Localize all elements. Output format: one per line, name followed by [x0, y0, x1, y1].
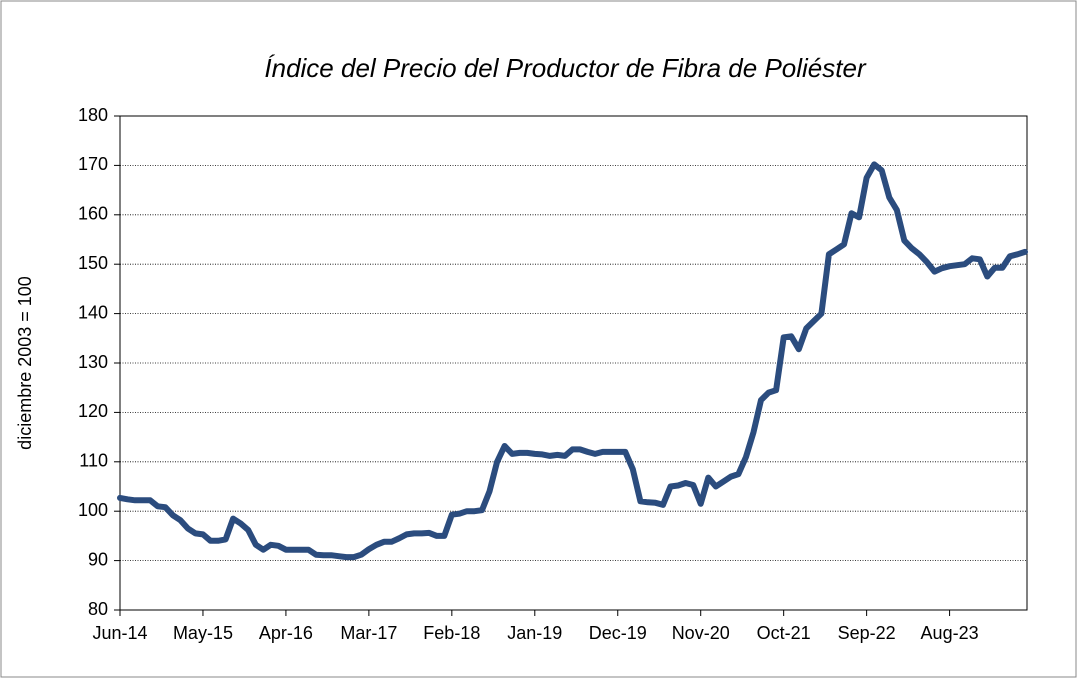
plot-frame [119, 115, 1028, 611]
x-tick-label: Jun-14 [92, 623, 147, 643]
y-tick-label: 110 [79, 451, 108, 471]
y-tick-label: 170 [78, 154, 108, 174]
x-tick-label: Nov-20 [672, 623, 730, 643]
x-tick-label: Dec-19 [589, 623, 647, 643]
y-tick-label: 180 [78, 105, 108, 125]
y-tick-label: 130 [78, 352, 108, 372]
y-tick-label: 150 [78, 253, 108, 273]
x-tick-label: Sep-22 [838, 623, 896, 643]
y-tick-label: 120 [78, 401, 108, 421]
x-tick-label: Apr-16 [259, 623, 313, 643]
x-tick-label: Jan-19 [507, 623, 562, 643]
y-tick-label: 160 [78, 204, 108, 224]
x-tick-label: May-15 [173, 623, 233, 643]
chart-title: Índice del Precio del Productor de Fibra… [264, 53, 867, 83]
y-axis-label: diciembre 2003 = 100 [15, 276, 35, 450]
data-line [117, 161, 1028, 561]
y-tick-label: 100 [78, 500, 108, 520]
x-tick-label: Aug-23 [921, 623, 979, 643]
y-tick-label: 80 [88, 599, 108, 619]
x-tick-label: Mar-17 [340, 623, 397, 643]
y-tick-label: 90 [88, 549, 108, 569]
x-tick-label: Feb-18 [423, 623, 480, 643]
x-tick-label: Oct-21 [757, 623, 811, 643]
y-tick-label: 140 [78, 302, 108, 322]
